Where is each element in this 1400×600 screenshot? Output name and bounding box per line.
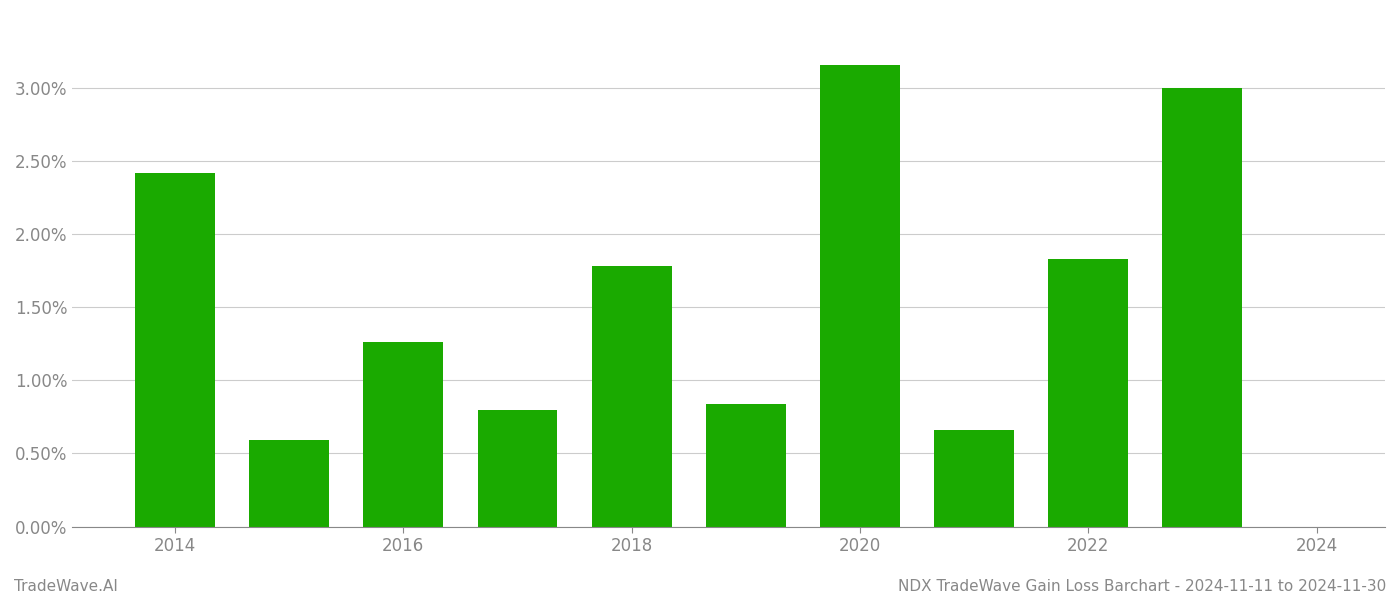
Bar — [820, 65, 900, 527]
Text: NDX TradeWave Gain Loss Barchart - 2024-11-11 to 2024-11-30: NDX TradeWave Gain Loss Barchart - 2024-… — [897, 579, 1386, 594]
Bar — [706, 404, 785, 527]
Bar — [934, 430, 1014, 527]
Bar — [136, 173, 216, 527]
Bar — [592, 266, 672, 527]
Bar — [364, 343, 444, 527]
Text: TradeWave.AI: TradeWave.AI — [14, 579, 118, 594]
Bar — [249, 440, 329, 527]
Bar — [1049, 259, 1128, 527]
Bar — [1162, 88, 1242, 527]
Bar — [477, 410, 557, 527]
